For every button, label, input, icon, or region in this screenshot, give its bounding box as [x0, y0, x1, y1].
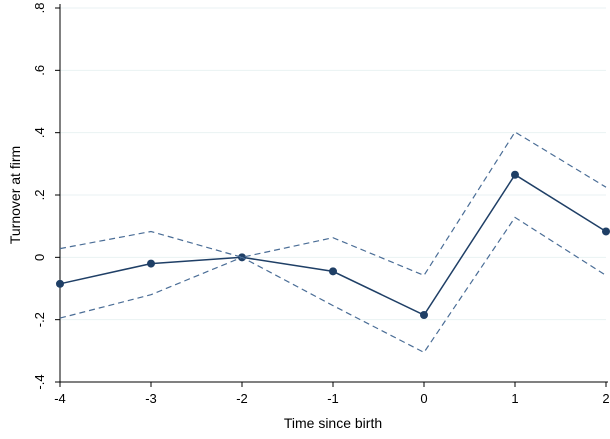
y-tick-label-6: .8: [32, 3, 47, 14]
x-tick-label-5: 1: [511, 391, 518, 406]
series-line-upper-ci: [59, 131, 607, 277]
y-tick-label-4: .4: [32, 127, 47, 138]
point-estimate-4: [420, 310, 428, 319]
series-layer: [56, 131, 610, 354]
x-tick-label-2: -2: [236, 391, 248, 406]
point-estimate-3: [329, 267, 337, 276]
axes: -.4 -.2 0 .2 .4 .6 .8 -4 -3 -2 -1 0 1 2: [32, 3, 610, 406]
point-estimate-0: [56, 279, 64, 288]
y-tick-label-1: -.2: [32, 312, 47, 327]
y-tick-label-3: .2: [32, 190, 47, 201]
x-tick-label-3: -1: [327, 391, 339, 406]
x-tick-label-0: -4: [54, 391, 66, 406]
y-tick-label-0: -.4: [32, 374, 47, 389]
x-axis-title: Time since birth: [284, 415, 382, 431]
series-line-lower-ci: [59, 216, 607, 354]
x-tick-label-6: 2: [602, 391, 609, 406]
x-tick-label-1: -3: [145, 391, 157, 406]
point-estimate-6: [602, 227, 610, 236]
y-tick-label-2: 0: [32, 254, 47, 261]
point-estimate-1: [147, 259, 155, 268]
x-tick-label-4: 0: [420, 391, 427, 406]
y-axis-title: Turnover at firm: [7, 146, 23, 244]
y-tick-label-5: .6: [32, 65, 47, 76]
point-estimate-5: [511, 170, 519, 179]
